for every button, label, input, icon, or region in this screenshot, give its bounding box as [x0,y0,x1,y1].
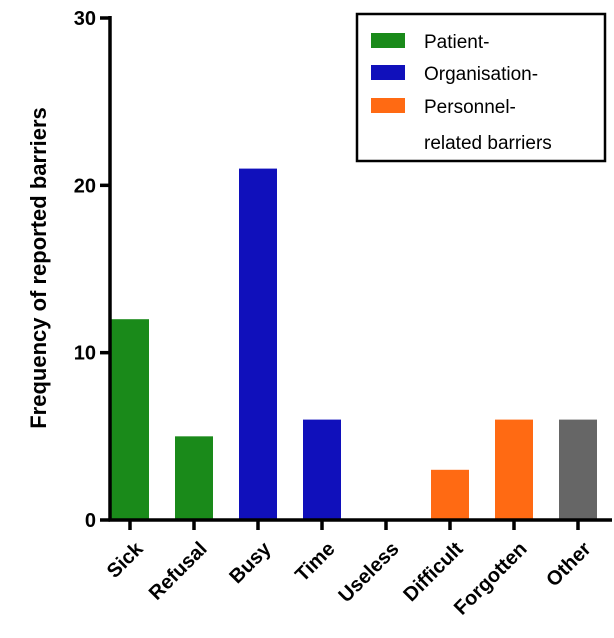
bar-other [559,419,597,520]
x-tick-label-busy: Busy [225,537,276,588]
y-tick-label-20: 20 [74,175,96,197]
y-tick-label-10: 10 [74,343,96,365]
legend-label-personnel: Personnel- [424,97,516,118]
bar-busy [239,168,277,520]
bar-difficult [431,469,469,520]
legend-swatch-personnel [371,98,405,113]
legend-swatch-organisation [371,65,405,80]
bar-forgotten [495,419,533,520]
legend-label-organisation: Organisation- [424,64,538,85]
bar-refusal [175,436,213,520]
x-tick-label-sick: Sick [103,537,148,582]
x-tick-label-useless: Useless [335,538,404,607]
y-tick-label-30: 30 [74,8,96,30]
x-tick-label-refusal: Refusal [145,538,212,605]
bar-time [303,419,341,520]
x-tick-label-time: Time [291,538,339,586]
legend-label-continuation: related barriers [424,133,552,154]
y-axis-label: Frequency of reported barriers [26,107,51,429]
bar-sick [111,319,149,520]
y-tick-label-0: 0 [85,510,96,532]
legend-swatch-patient [371,33,405,48]
legend: Patient- Organisation- Personnel-related b… [355,12,607,163]
x-tick-label-other: Other [542,538,595,591]
legend-label-patient: Patient- [424,32,489,53]
